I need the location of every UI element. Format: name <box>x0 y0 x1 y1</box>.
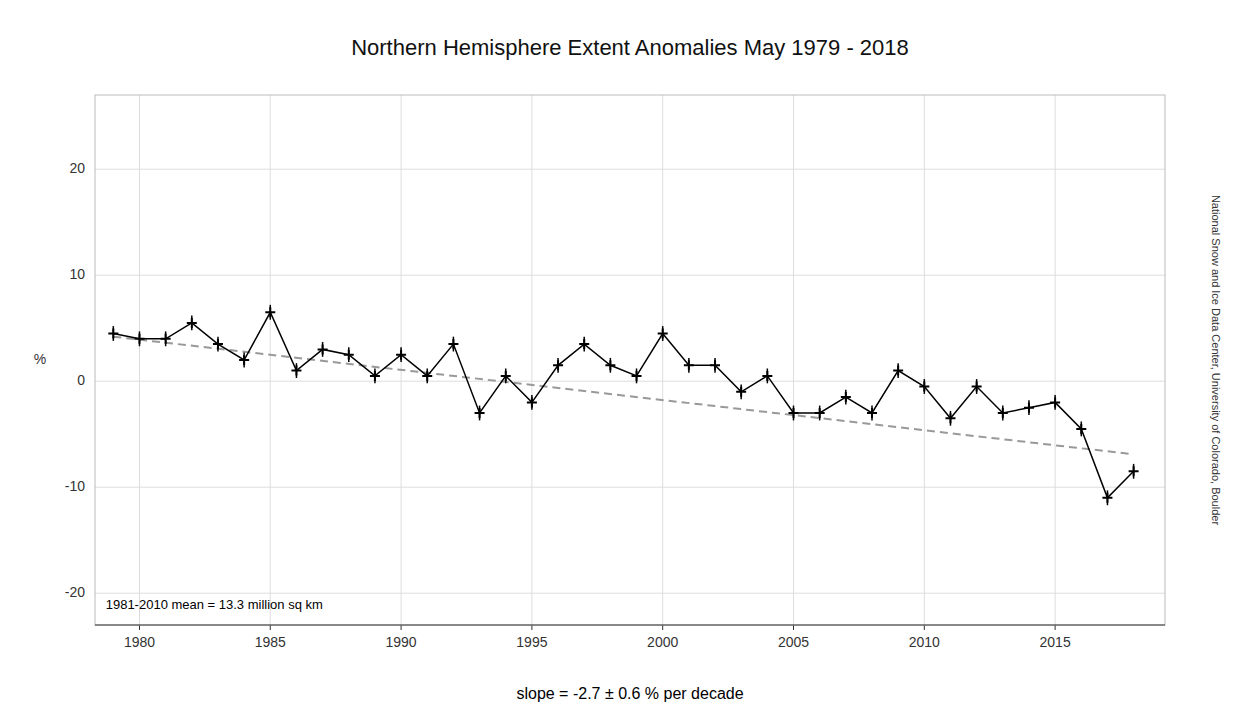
x-tick <box>793 625 794 630</box>
marker <box>396 350 406 360</box>
grid-line <box>1055 95 1056 625</box>
grid-line <box>662 95 663 625</box>
marker <box>161 334 171 344</box>
x-tick-label: 2005 <box>778 634 809 650</box>
plot-frame <box>95 95 1165 625</box>
chart: -20 -10 0 10 20 1980 1985 1990 1995 2000 2005 2010 2… <box>0 0 1260 720</box>
marker <box>501 371 511 381</box>
marker <box>213 339 223 349</box>
x-tick-label: 1980 <box>124 634 155 650</box>
grid-line <box>95 381 1165 382</box>
data-line <box>113 312 1133 498</box>
marker <box>841 392 851 402</box>
marker <box>134 334 144 344</box>
y-tick-label: 10 <box>69 266 85 282</box>
marker <box>291 366 301 376</box>
marker <box>187 318 197 328</box>
x-tick-label: 1990 <box>386 634 417 650</box>
marker <box>370 371 380 381</box>
marker <box>265 307 275 317</box>
marker <box>344 350 354 360</box>
marker <box>1076 424 1086 434</box>
marker <box>1024 403 1034 413</box>
marker <box>553 360 563 370</box>
marker <box>475 408 485 418</box>
marker <box>632 371 642 381</box>
marker <box>893 366 903 376</box>
grid-line <box>924 95 925 625</box>
x-tick-label: 1985 <box>255 634 286 650</box>
slope-annotation: slope = -2.7 ± 0.6 % per decade <box>516 685 743 702</box>
y-axis-label: % <box>34 351 46 367</box>
x-tick <box>531 625 532 630</box>
x-tick <box>924 625 925 630</box>
y-tick-label: -10 <box>65 478 85 494</box>
marker <box>527 397 537 407</box>
marker <box>448 339 458 349</box>
grid-line <box>139 95 140 625</box>
grid-line <box>401 95 402 625</box>
marker <box>239 355 249 365</box>
marker <box>789 408 799 418</box>
marker <box>1050 397 1060 407</box>
marker <box>945 413 955 423</box>
trend-line <box>113 337 1133 455</box>
title: Northern Hemisphere Extent Anomalies May… <box>351 35 909 60</box>
marker <box>579 339 589 349</box>
marker <box>998 408 1008 418</box>
marker <box>972 382 982 392</box>
marker <box>815 408 825 418</box>
marker <box>710 360 720 370</box>
marker <box>919 382 929 392</box>
x-tick <box>270 625 271 630</box>
series-1 <box>113 337 1133 455</box>
x-axis-line <box>95 625 1165 626</box>
marker <box>684 360 694 370</box>
marker <box>1129 466 1139 476</box>
grid <box>95 95 1165 625</box>
marker <box>605 360 615 370</box>
marker <box>867 408 877 418</box>
y-tick-label: 20 <box>69 160 85 176</box>
mean-annotation: 1981-2010 mean = 13.3 million sq km <box>106 597 323 612</box>
marker <box>736 387 746 397</box>
grid-line <box>531 95 532 625</box>
x-tick-label: 1995 <box>516 634 547 650</box>
grid-line <box>95 487 1165 488</box>
grid-line <box>95 275 1165 276</box>
x-tick-label: 2015 <box>1040 634 1071 650</box>
grid-line <box>95 593 1165 594</box>
x-tick <box>1055 625 1056 630</box>
data <box>108 305 1138 505</box>
x-tick <box>401 625 402 630</box>
x-tick-label: 2010 <box>909 634 940 650</box>
grid-line <box>793 95 794 625</box>
marker <box>658 329 668 339</box>
x-tick-label: 2000 <box>647 634 678 650</box>
watermark: National Snow and Ice Data Center, Unive… <box>1210 195 1222 526</box>
x-tick <box>139 625 140 630</box>
y-tick-label: -20 <box>65 584 85 600</box>
background <box>0 0 1260 720</box>
marker <box>318 344 328 354</box>
grid-line <box>95 169 1165 170</box>
marker <box>108 329 118 339</box>
grid-line <box>270 95 271 625</box>
series-0 <box>108 305 1138 505</box>
marker <box>1102 493 1112 503</box>
marker <box>762 371 772 381</box>
marker <box>422 371 432 381</box>
y-tick-label: 0 <box>77 372 85 388</box>
x-tick <box>662 625 663 630</box>
